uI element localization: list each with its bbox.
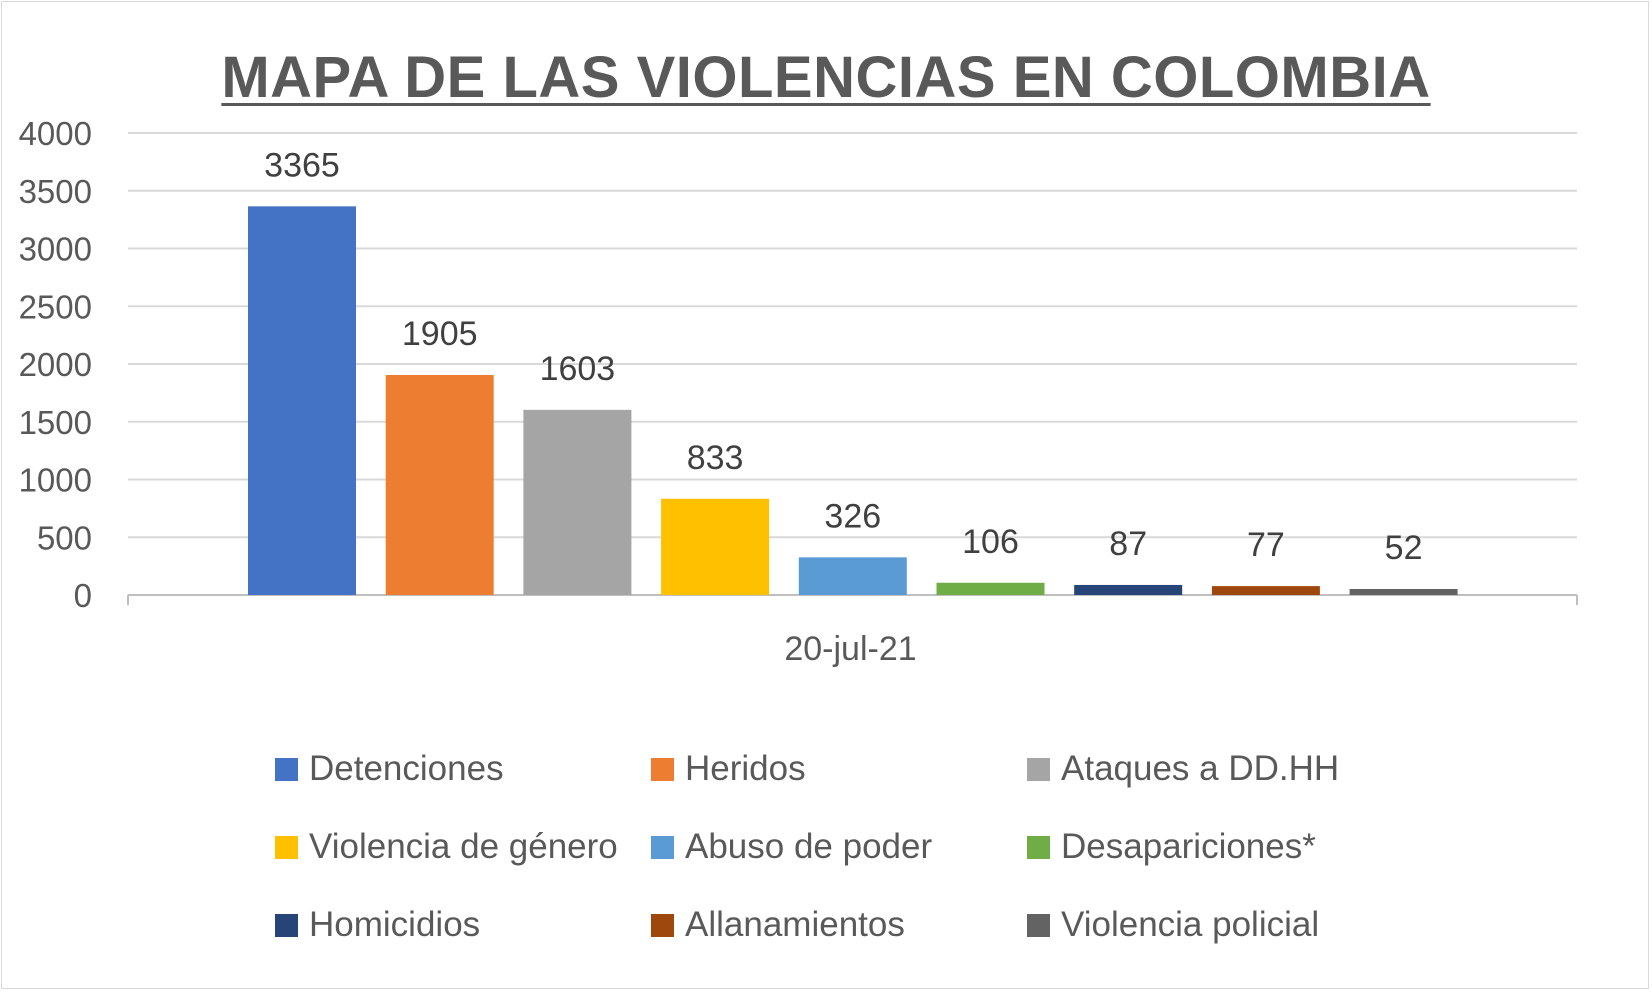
data-label: 77 xyxy=(1247,526,1285,564)
data-label: 1603 xyxy=(540,350,616,388)
legend-swatch xyxy=(275,913,298,937)
legend-label: Allanamientos xyxy=(685,905,905,944)
y-tick-label: 3500 xyxy=(19,173,92,210)
legend-item: Ataques a DD.HH xyxy=(1027,748,1395,790)
bar xyxy=(661,498,770,595)
legend-label: Heridos xyxy=(685,749,806,788)
legend-item: Violencia de género xyxy=(275,826,651,868)
bar xyxy=(798,557,907,595)
data-label: 833 xyxy=(687,439,744,477)
y-tick-label: 4000 xyxy=(19,115,92,152)
y-tick-label: 2500 xyxy=(19,288,92,325)
x-category-label: 20-jul-21 xyxy=(784,630,916,668)
legend-item: Abuso de poder xyxy=(651,826,1027,868)
y-tick-label: 1500 xyxy=(19,404,92,441)
legend-item: Heridos xyxy=(651,748,1027,790)
legend-label: Ataques a DD.HH xyxy=(1061,749,1340,788)
bar xyxy=(1211,586,1320,595)
bar xyxy=(385,374,494,595)
legend-label: Violencia de género xyxy=(309,827,618,866)
y-tick-label: 0 xyxy=(74,577,92,614)
legend-swatch xyxy=(651,835,674,859)
legend-item: Desapariciones* xyxy=(1027,826,1395,868)
legend-swatch xyxy=(651,913,674,937)
bar xyxy=(248,206,356,595)
chart-title: MAPA DE LAS VIOLENCIAS EN COLOMBIA xyxy=(221,45,1431,110)
bar xyxy=(936,582,1045,595)
bar xyxy=(523,409,632,595)
legend-swatch xyxy=(1027,835,1050,859)
legend-label: Violencia policial xyxy=(1061,905,1320,944)
chart-legend: Detenciones Heridos Ataques a DD.HH Violenc… xyxy=(275,748,1395,946)
legend-item: Homicidios xyxy=(275,904,651,946)
legend-label: Abuso de poder xyxy=(685,827,933,866)
y-tick-label: 500 xyxy=(37,519,92,556)
data-label: 52 xyxy=(1385,529,1423,567)
legend-swatch xyxy=(651,757,674,781)
data-label: 106 xyxy=(962,523,1019,561)
legend-swatch xyxy=(1027,757,1050,781)
legend-item: Violencia policial xyxy=(1027,904,1395,946)
legend-item: Detenciones xyxy=(275,748,651,790)
data-label: 1905 xyxy=(402,315,478,353)
data-label: 3365 xyxy=(264,146,340,184)
legend-label: Homicidios xyxy=(309,905,481,944)
y-tick-label: 1000 xyxy=(19,462,92,499)
y-tick-label: 2000 xyxy=(19,346,92,383)
data-label: 326 xyxy=(824,497,881,535)
legend-swatch xyxy=(275,757,298,781)
legend-swatch xyxy=(1027,913,1050,937)
legend-item: Allanamientos xyxy=(651,904,1027,946)
legend-label: Desapariciones* xyxy=(1061,827,1316,866)
legend-label: Detenciones xyxy=(309,749,504,788)
legend-swatch xyxy=(275,835,298,859)
y-tick-label: 3000 xyxy=(19,231,92,268)
data-label: 87 xyxy=(1109,525,1147,563)
bar xyxy=(1349,588,1458,595)
bar xyxy=(1074,584,1183,595)
